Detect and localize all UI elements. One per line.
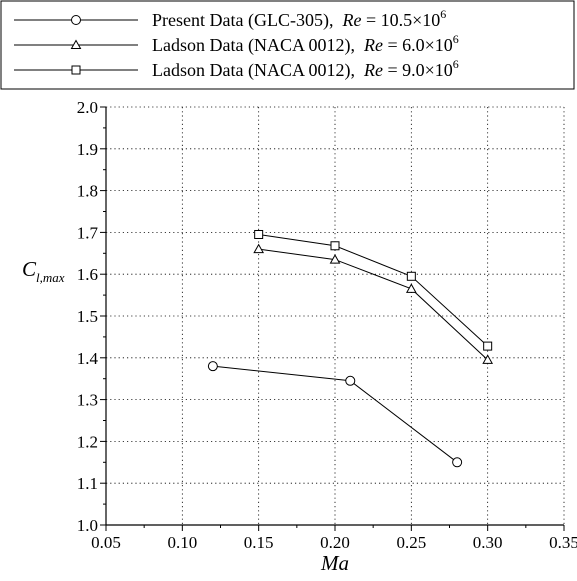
legend-label-value: = 9.0×10 [383,60,453,80]
x-tick-label: 0.35 [549,533,577,552]
y-axis-title: Cl,max [22,257,65,285]
legend-label-exponent: 6 [453,32,459,46]
legend-label-re: Re [363,35,383,55]
y-tick-label: 1.9 [77,140,98,159]
legend-marker-square [71,65,81,75]
legend-label-exponent: 6 [453,57,459,71]
data-point-circle [207,361,218,372]
data-point-triangle [253,243,265,254]
ticks: 1.0 1.1 1.2 1.3 1.4 1.5 1.6 1.7 1.8 1.9 2.0 0.05 0.1… [77,98,577,552]
legend-label-value: = 10.5×10 [361,10,440,30]
y-tick-label: 1.7 [77,223,99,242]
grid [106,106,565,525]
data-point-circle [452,457,463,468]
legend-marker-triangle [70,39,82,49]
x-tick-label: 0.25 [396,533,426,552]
data-point-triangle [329,254,341,264]
x-tick-label: 0.30 [473,533,503,552]
x-tick-label: 0.05 [91,533,121,552]
series-line-square [258,233,489,347]
legend-label-re: Re [341,10,361,30]
legend-label-re: Re [363,60,383,80]
y-axis-title-subscript: l,max [36,270,65,285]
data-point-square [406,271,416,281]
y-tick-label: 1.4 [77,349,99,368]
y-tick-label: 2.0 [77,98,98,117]
y-tick-label: 1.2 [77,432,98,451]
legend-marker-circle [71,15,81,25]
data-point-square [483,341,493,351]
legend-label-prefix: Ladson Data (NACA 0012), [152,35,364,56]
data-point-square [330,241,340,251]
legend-label-prefix: Present Data (GLC-305), [152,10,342,31]
data-point-triangle [405,283,417,293]
legend-label-value: = 6.0×10 [383,35,453,55]
legend-label-exponent: 6 [440,7,446,21]
y-tick-label: 1.3 [77,391,98,410]
legend-label-prefix: Ladson Data (NACA 0012), [152,60,364,81]
y-tick-label: 1.1 [77,474,98,493]
series-line-triangle [258,248,489,361]
y-tick-label: 1.6 [77,265,98,284]
series [207,229,494,468]
axes [105,107,564,526]
data-point-triangle [482,354,494,364]
legend: Present Data (GLC-305), Re = 10.5×106Lad… [0,0,575,90]
y-tick-label: 1.5 [77,307,98,326]
data-point-square [254,229,264,239]
x-tick-label: 0.10 [167,533,197,552]
x-tick-label: 0.15 [244,533,274,552]
data-point-circle [345,375,356,386]
y-axis-title-main: C [22,257,37,281]
x-tick-label: 0.20 [320,533,350,552]
legend-label: Ladson Data (NACA 0012), Re = 6.0×106 [152,32,459,56]
legend-label: Present Data (GLC-305), Re = 10.5×106 [152,7,446,31]
x-axis-title: Ma [320,551,349,575]
legend-label: Ladson Data (NACA 0012), Re = 9.0×106 [152,57,459,81]
y-tick-label: 1.0 [77,516,98,535]
axis-titles: Ma Cl,max [22,257,349,575]
y-tick-label: 1.8 [77,182,98,201]
